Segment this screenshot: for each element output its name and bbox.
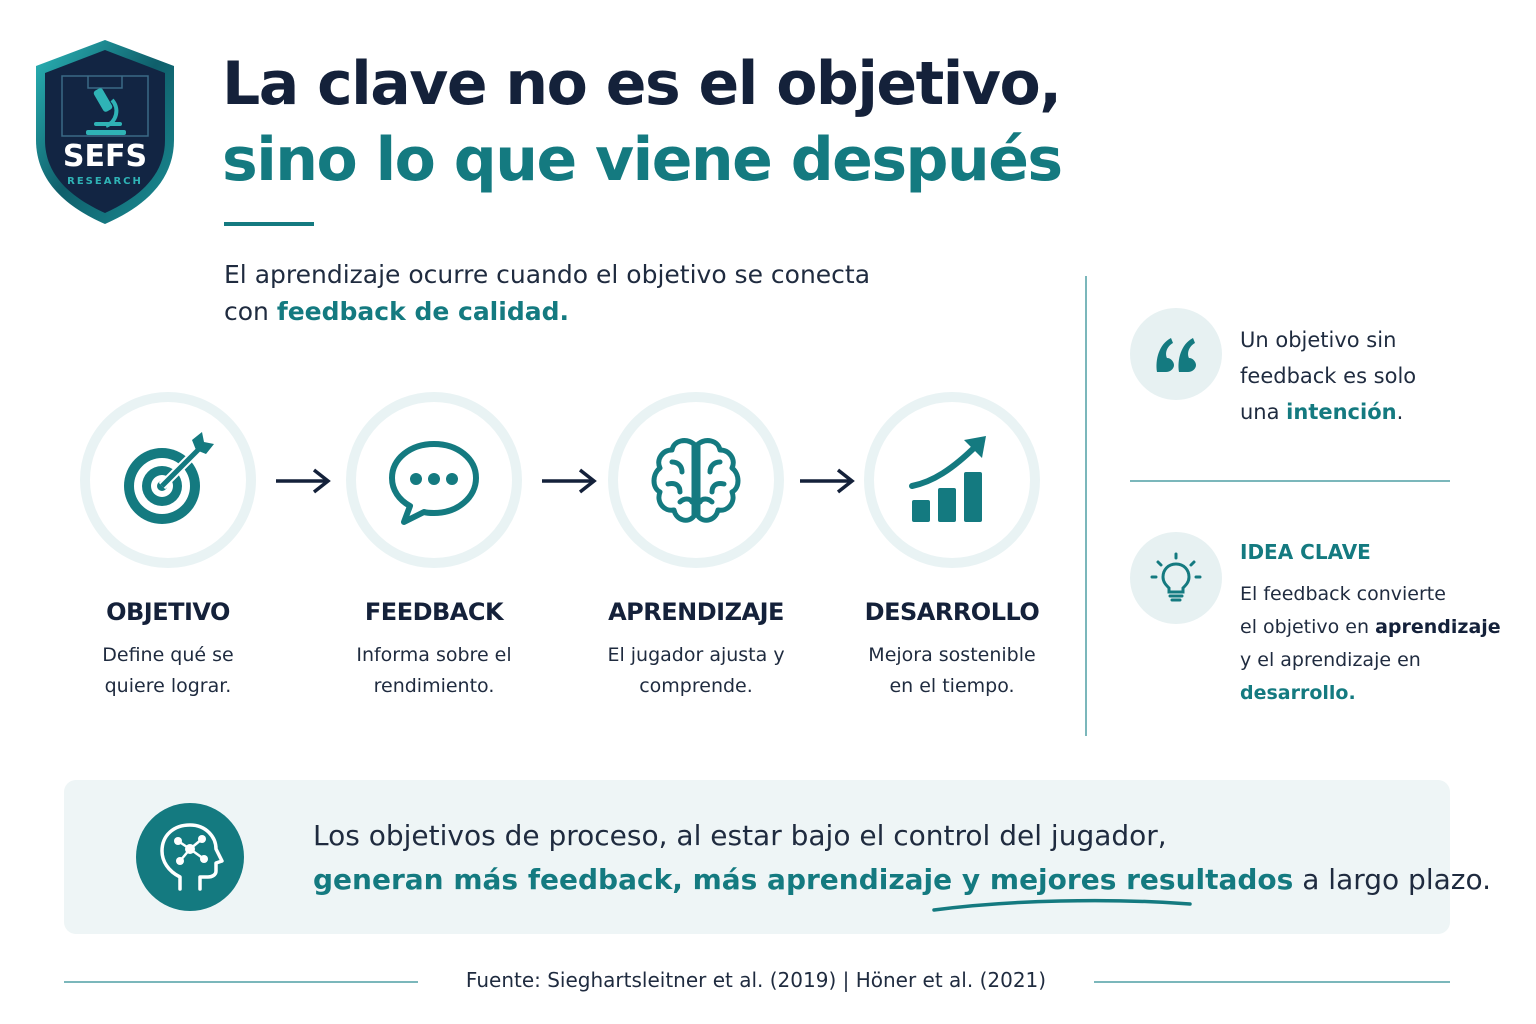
step-objetivo-circle (80, 392, 256, 568)
footer-rule-right (1094, 981, 1450, 983)
step-feedback-circle (346, 392, 522, 568)
head-network-icon (136, 803, 244, 911)
arrow-1-icon (276, 468, 331, 494)
arrow-3-icon (800, 468, 855, 494)
svg-text:RESEARCH: RESEARCH (67, 176, 143, 187)
idea-clave-label: IDEA CLAVE (1240, 540, 1371, 564)
brain-icon (651, 438, 741, 523)
step-desc-aprendizaje: El jugador ajusta y comprende. (607, 644, 785, 697)
lightbulb-icon-circle (1130, 532, 1222, 624)
intro-text: El aprendizaje ocurre cuando el objetivo… (224, 260, 871, 326)
source-footer: Fuente: Sieghartsleitner et al. (2019) |… (465, 968, 1047, 992)
step-title-feedback: FEEDBACK (364, 598, 504, 626)
footer-rule-left (64, 981, 418, 983)
title-line-2: sino lo que viene después (222, 125, 1063, 195)
svg-text:SEFS: SEFS (63, 139, 147, 174)
quote-text: Un objetivo sin feedback es solo una int… (1240, 328, 1417, 424)
idea-clave-text: El feedback convierte el objetivo en apr… (1240, 583, 1501, 704)
sefs-logo: SEFS RESEARCH (36, 40, 174, 224)
quote-icon-circle (1130, 308, 1222, 400)
step-title-desarrollo: DESARROLLO (864, 598, 1040, 626)
lightbulb-icon (1150, 552, 1202, 602)
title-line-1: La clave no es el objetivo, (222, 49, 1062, 119)
arrow-2-icon (542, 468, 597, 494)
conclusion-banner (64, 780, 1450, 934)
step-aprendizaje-circle (608, 392, 784, 568)
step-desc-desarrollo: Mejora sostenible en el tiempo. (868, 644, 1036, 697)
step-title-objetivo: OBJETIVO (106, 598, 230, 626)
growth-chart-icon (909, 436, 986, 522)
quote-icon (1156, 338, 1196, 372)
conclusion-text: Los objetivos de proceso, al estar bajo … (313, 819, 1491, 896)
step-desc-feedback: Informa sobre el rendimiento. (356, 644, 512, 697)
page-title: La clave no es el objetivo, sino lo que … (222, 46, 1063, 198)
side-divider (1130, 480, 1450, 482)
step-title-aprendizaje: APRENDIZAJE (608, 598, 784, 626)
brush-underline (932, 898, 1192, 912)
step-desc-objetivo: Define qué se quiere lograr. (102, 644, 234, 697)
step-desarrollo-circle (864, 392, 1040, 568)
vertical-divider (1085, 276, 1087, 736)
target-icon (124, 432, 214, 524)
title-underline (224, 222, 314, 226)
speech-bubble-icon (389, 441, 479, 525)
